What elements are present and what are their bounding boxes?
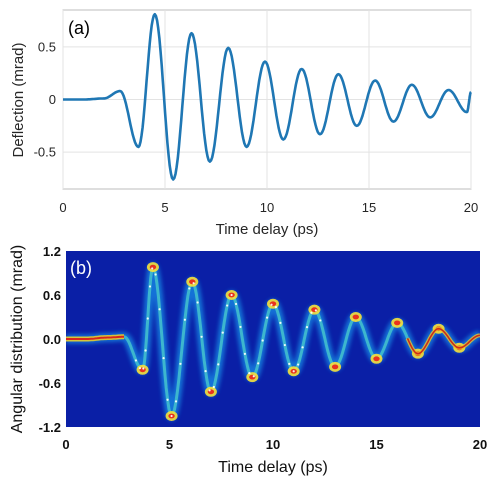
panel-b-trace-dot [162,357,165,360]
panel-b-trace-dot [217,363,220,366]
panel-a-x-tick-label: 15 [362,200,376,215]
panel-b-trace-dot [144,349,147,352]
panel-b-trace-dot [212,385,215,389]
panel-b-y-tick-label: 1.2 [43,244,61,259]
panel-a-x-tick-label: 20 [464,200,478,215]
panel-b-trace-dot [151,267,154,270]
panel-b-x-tick-label: 0 [62,437,69,452]
panel-b-y-axis-label: Angular distribution (mrad) [9,245,26,434]
panel-b-trace-dot [239,325,242,329]
panel-b-trace-dot [292,370,295,373]
panel-b-y-tick-label: -0.6 [39,376,61,391]
panel-b-trace-dot [297,363,300,366]
panel-b-trace-dot [283,343,286,347]
panel-b-trace-dot [142,367,145,370]
panel-b-trace-dot [170,414,173,418]
panel-a-x-tick-labels: 0 5 10 15 20 [59,200,478,215]
panel-b-trace-dot [146,317,149,320]
panel-b-peak-core [373,356,380,362]
panel-b-trace-dot [179,362,182,365]
panel-a-x-axis-label: Time delay (ps) [216,221,319,238]
panel-b-trace-dot [183,318,186,321]
panel-b-trace-dot [234,302,238,306]
panel-b-peak-core [331,364,339,370]
panel-b-ridge-dots [134,267,322,418]
panel-b-y-tick-label: -1.2 [39,420,61,435]
panel-b-trace-dot [200,335,203,338]
panel-b-trace-dot [248,371,251,375]
panel-b: 0 5 10 15 20 1.2 0.6 0.0 -0.6 -1.2 (b) Time dela… [9,244,487,476]
panel-b-label: (b) [70,258,92,278]
panel-b-trace-dot [154,273,157,276]
panel-b-trace-dot [310,311,313,314]
panel-a-x-tick-label: 10 [260,200,274,215]
panel-b-trace-dot [261,339,264,342]
panel-b-trace-dot [221,331,224,334]
panel-a: 0 5 10 15 20 0.5 0 -0.5 (a) Time delay (ps) De… [10,9,478,238]
panel-b-trace-dot [305,326,309,329]
panel-b-trace-dot [174,400,178,403]
panel-b-x-tick-label: 15 [369,437,383,452]
panel-a-y-tick-labels: 0.5 0 -0.5 [34,39,56,159]
panel-b-x-tick-label: 20 [473,437,487,452]
panel-a-label: (a) [68,18,90,38]
panel-a-series-line [63,12,472,181]
panel-b-trace-dot [270,303,273,306]
panel-b-trace-dot [243,352,247,355]
panel-b-trace-dot [230,293,233,297]
panel-b-trace-dot [319,319,322,322]
panel-b-trace-dot [196,301,199,304]
panel-b-trace-dot [148,285,152,288]
panel-b-trace-dot [158,308,161,311]
panel-b-trace-dot [208,389,211,392]
panel-b-x-tick-labels: 0 5 10 15 20 [62,437,487,452]
panel-a-x-tick-label: 5 [161,200,168,215]
panel-b-y-tick-label: 0.0 [43,332,61,347]
panel-a-y-axis-label: Deflection (mrad) [10,42,27,157]
panel-b-trace-dot [188,287,191,290]
panel-b-x-tick-label: 5 [166,437,173,452]
panel-b-trace-dot [288,362,291,366]
panel-b-tail-core [406,327,480,355]
panel-a-x-tick-label: 0 [59,200,66,215]
panel-b-trace-dot [134,359,138,362]
panel-b-trace-dot [204,369,207,373]
panel-b-trace-dot [192,282,195,285]
panel-b-x-tick-label: 10 [266,437,280,452]
panel-b-x-axis-label: Time delay (ps) [218,459,328,476]
panel-b-trace-dot [252,375,255,378]
panel-b-trace-dot [226,304,229,307]
panel-b-peak-core [394,320,401,326]
panel-b-hot-spots [66,262,480,421]
panel-b-y-tick-labels: 1.2 0.6 0.0 -0.6 -1.2 [39,244,61,435]
panel-b-trace-dot [274,306,278,309]
panel-b-trace-dot [279,321,282,324]
panel-b-y-tick-label: 0.6 [43,288,61,303]
panel-b-peak-core [352,314,359,320]
panel-a-y-tick-label: 0 [49,92,56,107]
panel-b-trace-dot [301,346,304,349]
panel-b-trace-dot [166,398,169,401]
panel-b-trace-dot [265,316,269,319]
panel-b-baseline-core [66,335,124,340]
panel-a-y-tick-label: 0.5 [38,39,56,54]
panel-b-trace-dot [257,362,260,365]
panel-a-y-tick-label: -0.5 [34,145,56,160]
panel-b-trace-dot [314,309,317,312]
panel-b-trace-dot [138,367,142,370]
